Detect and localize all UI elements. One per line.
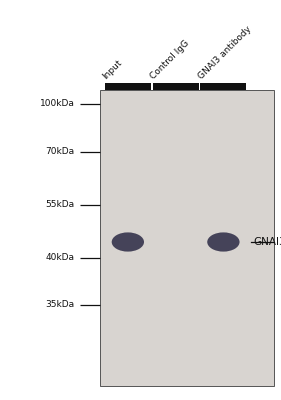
Bar xyxy=(200,83,246,90)
Text: 35kDa: 35kDa xyxy=(45,300,74,309)
Bar xyxy=(153,83,199,90)
Bar xyxy=(105,83,151,90)
Text: Input: Input xyxy=(101,58,124,81)
Text: Control IgG: Control IgG xyxy=(149,38,191,81)
Text: 55kDa: 55kDa xyxy=(45,200,74,209)
Bar xyxy=(100,90,274,386)
Ellipse shape xyxy=(207,232,239,252)
Text: 40kDa: 40kDa xyxy=(46,254,74,262)
Text: GNAI3 antibody: GNAI3 antibody xyxy=(197,24,253,81)
Text: GNAI3: GNAI3 xyxy=(253,237,281,247)
Text: 100kDa: 100kDa xyxy=(40,100,74,108)
Ellipse shape xyxy=(112,232,144,252)
Text: 70kDa: 70kDa xyxy=(45,148,74,156)
